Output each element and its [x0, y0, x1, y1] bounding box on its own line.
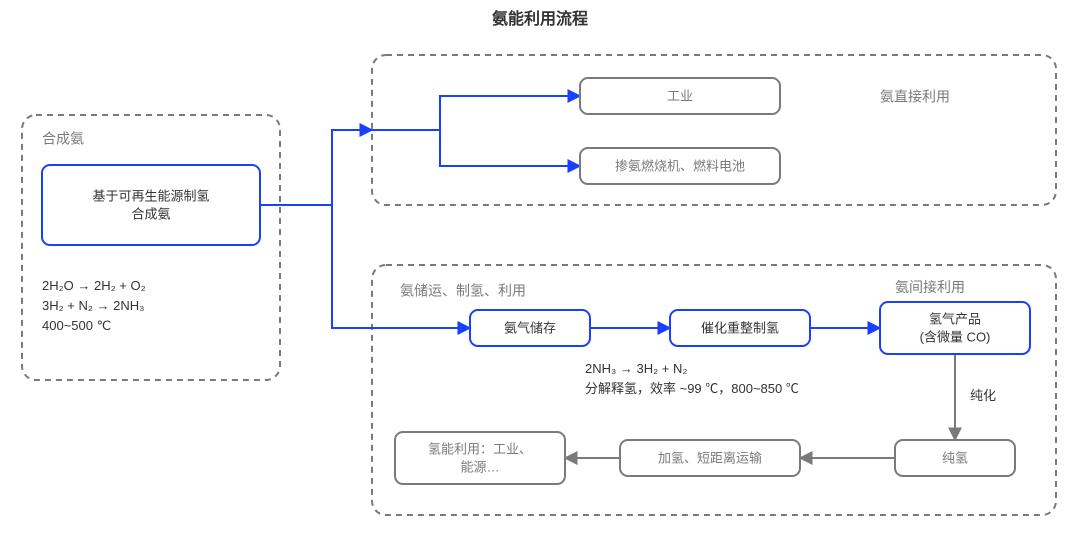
node-text-n_h2use-1: 能源…: [460, 459, 499, 474]
node-n_pureh2: 纯氢: [895, 440, 1015, 476]
node-n_synth: 基于可再生能源制氢合成氨: [42, 165, 260, 245]
edge-1: [260, 205, 470, 328]
group-label-indirect-right: 氨间接利用: [895, 279, 965, 295]
annotation-purify-0: 纯化: [970, 388, 996, 403]
node-text-n_h2prod-0: 氢气产品: [929, 311, 981, 326]
node-text-n_storage-0: 氨气储存: [504, 320, 556, 335]
node-n_h2use: 氢能利用：工业、能源…: [395, 432, 565, 484]
node-rect-n_h2use: [395, 432, 565, 484]
node-n_industry: 工业: [580, 78, 780, 114]
annotation-synth_eq-0: 2H₂O → 2H₂ + O₂: [42, 278, 146, 293]
node-text-n_reform-0: 催化重整制氢: [701, 320, 779, 335]
node-rect-n_synth: [42, 165, 260, 245]
annotation-synth_eq-1: 3H₂ + N₂ → 2NH₃: [42, 298, 144, 313]
edge-2: [372, 96, 580, 130]
node-n_storage: 氨气储存: [470, 310, 590, 346]
group-label-synth: 合成氨: [42, 131, 84, 147]
diagram-title: 氨能利用流程: [492, 9, 588, 28]
annotation-synth_eq-2: 400~500 ℃: [42, 318, 111, 333]
node-text-n_h2use-0: 氢能利用：工业、: [428, 441, 532, 456]
node-text-n_fuelcell-0: 掺氨燃烧机、燃料电池: [615, 158, 745, 173]
node-n_fuelcell: 掺氨燃烧机、燃料电池: [580, 148, 780, 184]
node-n_h2prod: 氢气产品 (含微量 CO): [880, 302, 1030, 354]
node-text-n_h2prod-1: (含微量 CO): [920, 329, 991, 344]
annotation-reform_eq-0: 2NH₃ → 3H₂ + N₂: [585, 361, 687, 376]
node-text-n_synth-0: 基于可再生能源制氢: [92, 188, 209, 203]
node-text-n_pureh2-0: 纯氢: [942, 450, 968, 465]
edge-0: [260, 130, 372, 205]
node-rect-n_h2prod: [880, 302, 1030, 354]
node-text-n_refuel-0: 加氢、短距离运输: [658, 450, 762, 465]
node-text-n_industry-0: 工业: [667, 88, 693, 103]
group-label-indirect-left: 氨储运、制氢、利用: [400, 283, 526, 299]
node-text-n_synth-1: 合成氨: [131, 206, 170, 221]
annotation-reform_eq-1: 分解释氢，效率 ~99 ℃，800~850 ℃: [585, 381, 799, 396]
edge-3: [372, 130, 580, 166]
group-label-direct: 氨直接利用: [880, 89, 950, 105]
node-n_refuel: 加氢、短距离运输: [620, 440, 800, 476]
group-synth: [22, 115, 280, 380]
node-n_reform: 催化重整制氢: [670, 310, 810, 346]
